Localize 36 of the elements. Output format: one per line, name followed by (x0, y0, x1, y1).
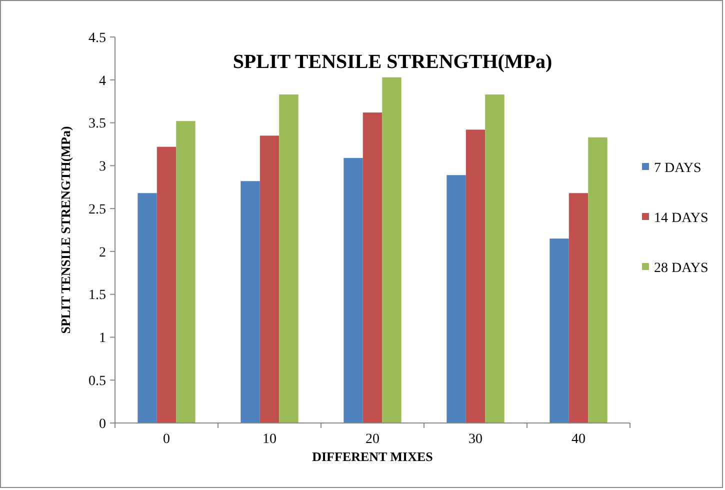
y-tick-label: 0 (99, 416, 106, 432)
bar (279, 94, 298, 423)
bar (588, 137, 608, 423)
y-tick-label: 4 (99, 74, 106, 89)
x-axis-title: DIFFERENT MIXES (312, 449, 433, 464)
text: SPLIT TENSILE STRENGTH(MPa) (232, 51, 552, 73)
bar (156, 146, 176, 423)
bar (446, 175, 466, 423)
legend-label: 7 DAYS (654, 160, 702, 176)
bar (466, 130, 486, 423)
bar (382, 77, 402, 423)
bar (344, 158, 363, 423)
y-tick-label: 3 (99, 160, 106, 175)
y-tick-label: 1.5 (88, 288, 106, 304)
bar (568, 193, 588, 423)
y-tick-label: 2.5 (88, 202, 106, 218)
x-tick-label: 10 (262, 432, 276, 447)
bar (176, 121, 196, 423)
y-tick-label: 0.5 (88, 374, 106, 390)
y-tick-label: 3.5 (88, 116, 106, 132)
legend-label: 14 DAYS (654, 210, 708, 226)
x-tick-label: 20 (366, 432, 380, 447)
x-tick-label: 40 (572, 432, 586, 447)
bar (240, 181, 260, 423)
bar (550, 238, 569, 423)
y-tick-label: 1 (99, 331, 106, 346)
bar (260, 136, 280, 423)
bar (138, 193, 157, 423)
y-tick-label: 2 (99, 245, 106, 260)
x-tick-label: 30 (468, 432, 482, 447)
bar (485, 94, 504, 423)
y-tick-label: 4.5 (88, 30, 106, 46)
bar (362, 112, 382, 423)
legend-label: 28 DAYS (654, 260, 708, 276)
y-axis-title: SPLIT TENSILE STRENGTH(MPa) (58, 126, 73, 334)
x-tick-label: 0 (163, 432, 170, 447)
